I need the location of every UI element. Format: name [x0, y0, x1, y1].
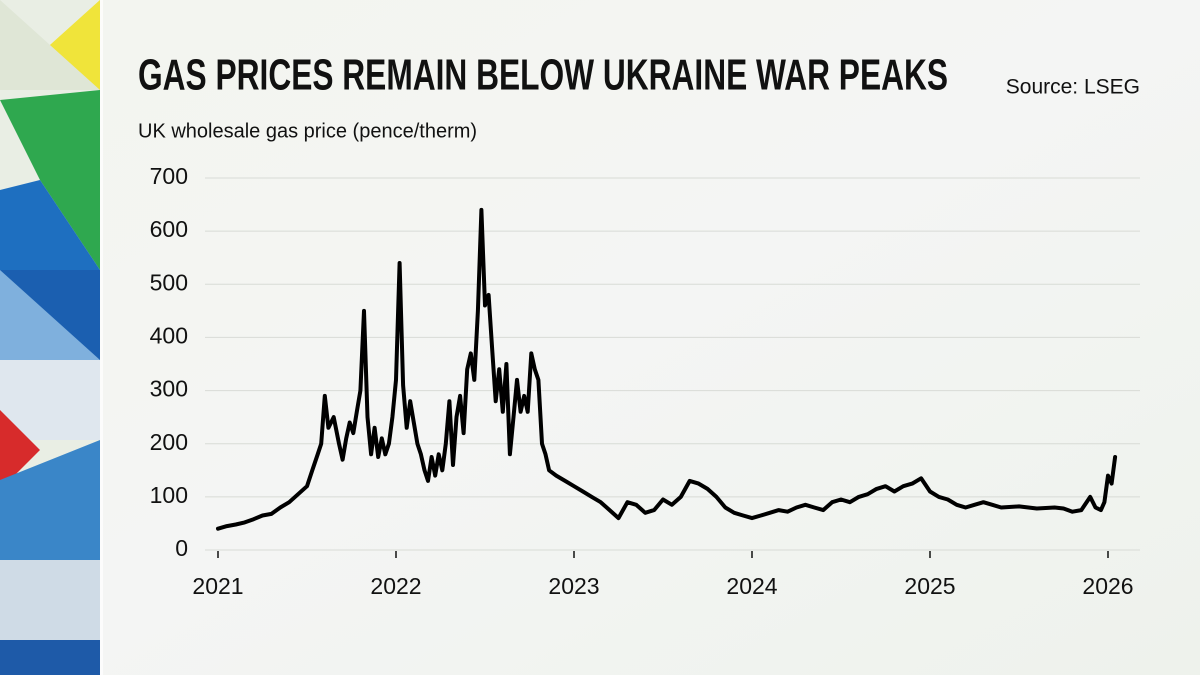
subtitle: UK wholesale gas price (pence/therm) — [138, 120, 477, 142]
y-tick-label: 400 — [150, 323, 188, 349]
y-tick-label: 500 — [150, 269, 188, 295]
x-tick-label: 2025 — [904, 573, 955, 599]
y-tick-label: 200 — [150, 429, 188, 455]
x-tick-label: 2021 — [192, 573, 243, 599]
x-tick-label: 2022 — [370, 573, 421, 599]
y-tick-label: 600 — [150, 216, 188, 242]
x-tick-label: 2026 — [1082, 573, 1133, 599]
chart-title: GAS PRICES REMAIN BELOW UKRAINE WAR PEAK… — [138, 51, 948, 100]
y-tick-label: 0 — [175, 535, 188, 561]
y-tick-label: 700 — [150, 163, 188, 189]
x-tick-label: 2024 — [726, 573, 777, 599]
decoration — [0, 0, 103, 675]
line — [216, 207, 1118, 531]
x-tick-label: 2023 — [548, 573, 599, 599]
y-tick-label: 100 — [150, 482, 188, 508]
source: Source: LSEG — [1006, 76, 1140, 99]
y-tick-label: 300 — [150, 376, 188, 402]
plot-area: 0 100 200 300 400 500 600 700 2021 2022 2023 2024 20… — [150, 163, 1140, 599]
